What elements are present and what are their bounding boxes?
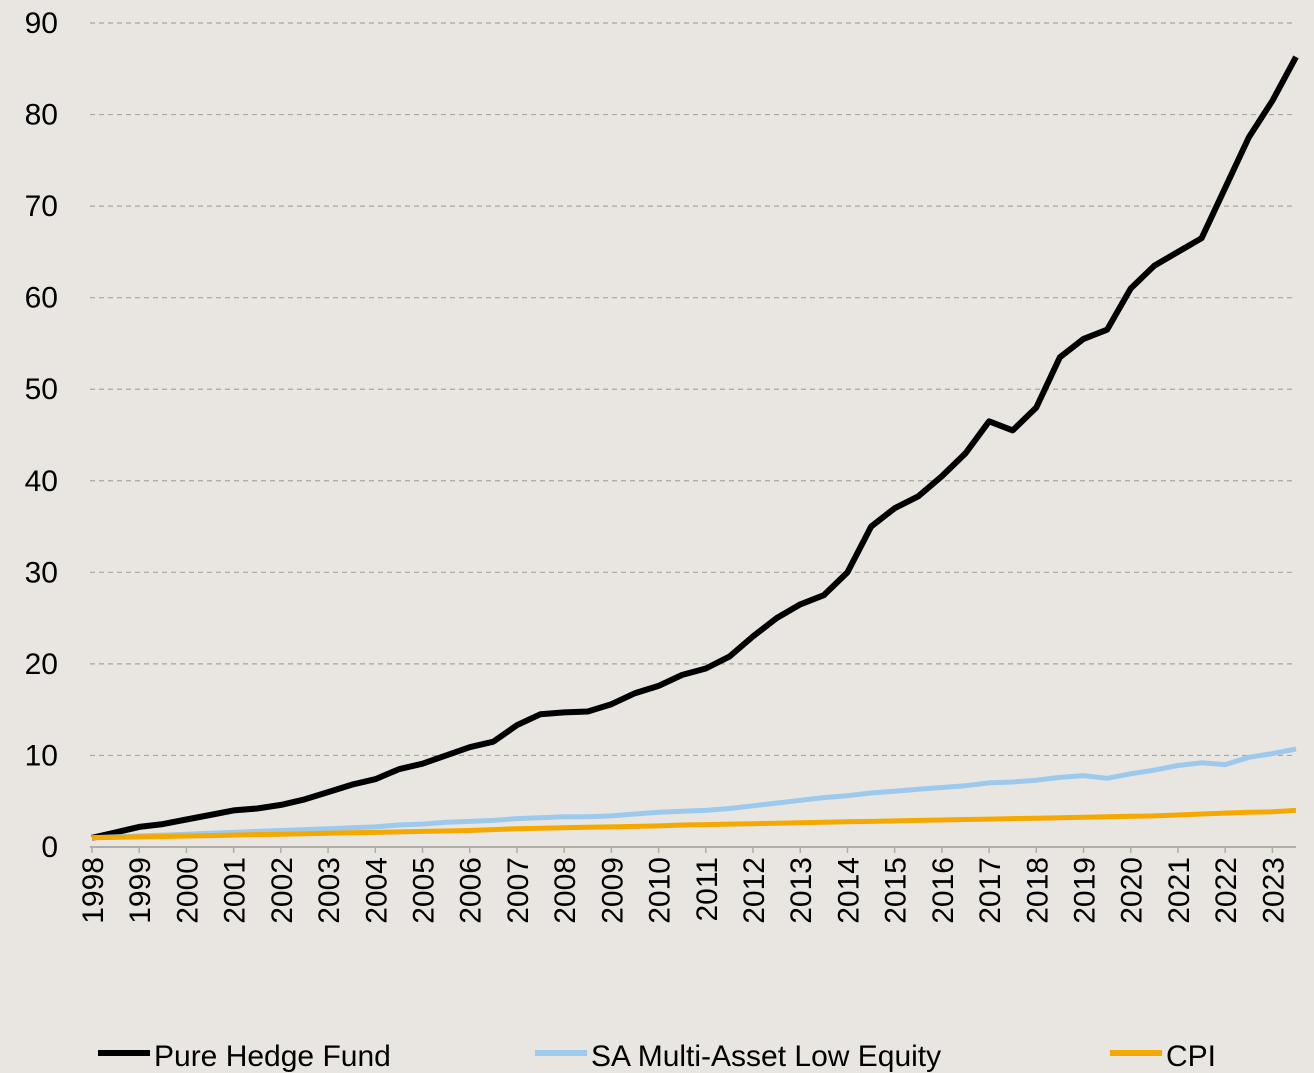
series-line (91, 55, 1299, 841)
y-tick-label: 0 (41, 831, 58, 864)
y-tick-label: 50 (25, 373, 58, 406)
x-tick-label: 1999 (124, 857, 157, 924)
x-tick-label: 2015 (880, 857, 913, 924)
legend-label: CPI (1166, 1040, 1216, 1073)
y-tick-label: 70 (25, 190, 58, 223)
y-tick-label: 20 (25, 648, 58, 681)
x-tick-label: 2012 (738, 857, 771, 924)
x-tick-label: 2019 (1069, 857, 1102, 924)
series-line (91, 807, 1297, 841)
x-tick-label: 2016 (927, 857, 960, 924)
x-tick-label: 2018 (1021, 857, 1054, 924)
y-tick-label: 80 (25, 99, 58, 132)
x-tick-label: 2004 (360, 857, 393, 924)
x-tick-label: 2003 (313, 857, 346, 924)
x-tick-label: 2008 (549, 857, 582, 924)
y-tick-label: 40 (25, 465, 58, 498)
legend-label: SA Multi-Asset Low Equity (591, 1040, 941, 1073)
x-tick-label: 2020 (1116, 857, 1149, 924)
x-tick-label: 2007 (502, 857, 535, 924)
x-tick-label: 2014 (832, 857, 865, 924)
x-tick-label: 1998 (77, 857, 110, 924)
x-tick-label: 2000 (171, 857, 204, 924)
x-tick-label: 2005 (408, 857, 441, 924)
x-tick-label: 2017 (974, 857, 1007, 924)
y-tick-label: 30 (25, 556, 58, 589)
y-tick-label: 10 (25, 739, 58, 772)
x-tick-label: 2022 (1210, 857, 1243, 924)
x-tick-label: 2006 (455, 857, 488, 924)
x-tick-label: 2010 (644, 857, 677, 924)
series-line (91, 746, 1297, 841)
x-tick-label: 2002 (266, 857, 299, 924)
legend-label: Pure Hedge Fund (154, 1040, 391, 1073)
x-tick-label: 2013 (785, 857, 818, 924)
x-tick-label: 2023 (1257, 857, 1290, 924)
x-tick-label: 2021 (1163, 857, 1196, 924)
y-tick-label: 60 (25, 282, 58, 315)
x-tick-label: 2001 (219, 857, 252, 924)
y-tick-label: 90 (25, 7, 58, 40)
x-tick-label: 2011 (691, 857, 724, 922)
x-tick-label: 2009 (596, 857, 629, 924)
